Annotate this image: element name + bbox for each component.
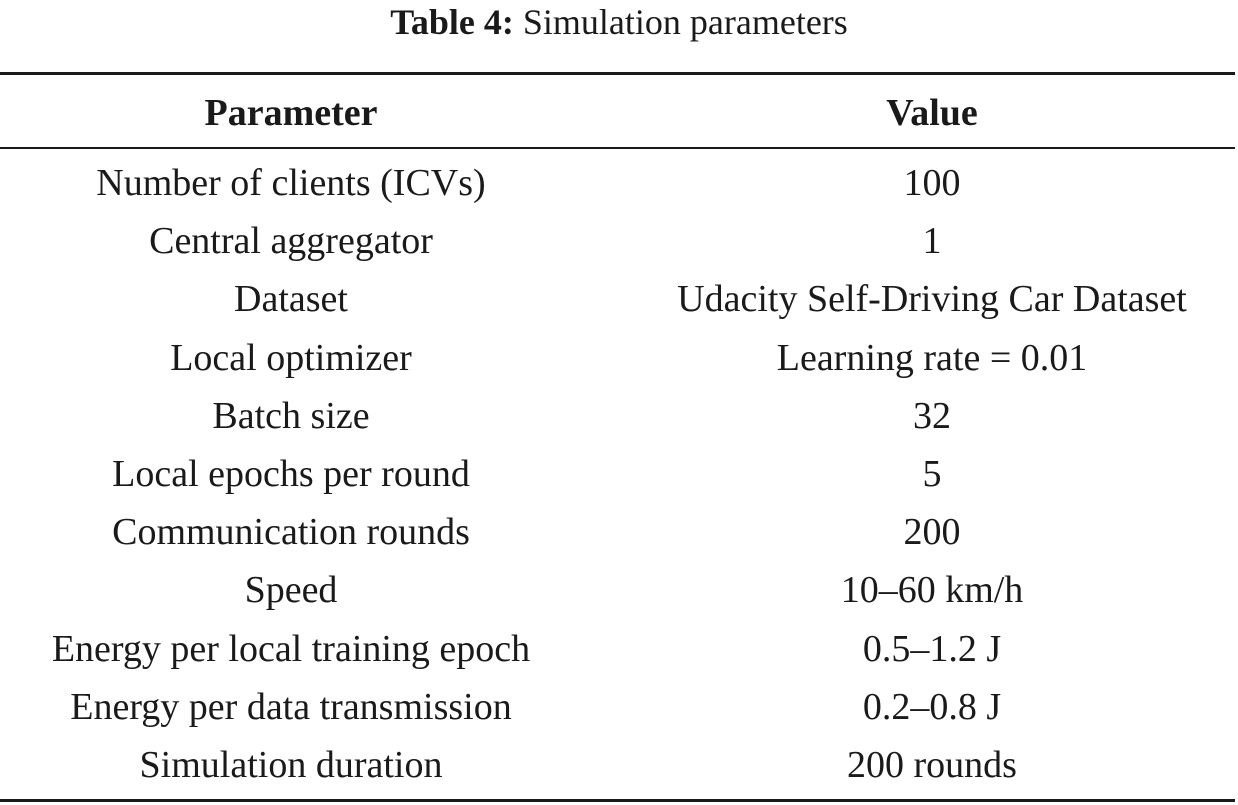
value-cell: 200 rounds bbox=[847, 743, 1017, 786]
table-row: Local epochs per round 5 bbox=[0, 449, 1238, 507]
parameter-cell: Number of clients (ICVs) bbox=[96, 162, 486, 204]
parameter-cell: Energy per local training epoch bbox=[51, 627, 531, 670]
header-parameter: Parameter bbox=[204, 92, 378, 134]
value-cell: 0.5–1.2 J bbox=[862, 627, 1002, 670]
table-caption: Table 4: Simulation parameters bbox=[0, 2, 1238, 42]
table-row: Central aggregator 1 bbox=[0, 216, 1238, 274]
bottom-rule bbox=[0, 799, 1235, 802]
value-cell: 200 bbox=[903, 511, 961, 554]
parameter-cell: Dataset bbox=[234, 278, 348, 321]
value-cell: 0.2–0.8 J bbox=[862, 685, 1002, 728]
value-cell: Udacity Self-Driving Car Dataset bbox=[677, 278, 1187, 321]
parameter-cell: Central aggregator bbox=[149, 220, 433, 263]
caption-text: Simulation parameters bbox=[522, 2, 848, 42]
parameter-cell: Simulation duration bbox=[139, 743, 443, 786]
parameter-cell: Batch size bbox=[212, 394, 370, 437]
value-cell: Learning rate = 0.01 bbox=[776, 336, 1088, 379]
table-row: Local optimizer Learning rate = 0.01 bbox=[0, 333, 1238, 391]
table-row: Number of clients (ICVs) 100 bbox=[0, 158, 1238, 216]
table-row: Dataset Udacity Self-Driving Car Dataset bbox=[0, 274, 1238, 332]
header-value: Value bbox=[886, 92, 978, 134]
table-body: Number of clients (ICVs) 100 Central agg… bbox=[0, 158, 1238, 798]
table-row: Batch size 32 bbox=[0, 391, 1238, 449]
value-cell: 1 bbox=[922, 220, 942, 263]
parameter-cell: Local epochs per round bbox=[112, 452, 470, 495]
table-row: Speed 10–60 km/h bbox=[0, 565, 1238, 623]
value-cell: 32 bbox=[913, 394, 951, 437]
parameter-cell: Speed bbox=[244, 569, 338, 612]
value-cell: 100 bbox=[903, 162, 961, 204]
parameter-cell: Communication rounds bbox=[112, 511, 470, 554]
table-row: Simulation duration 200 rounds bbox=[0, 740, 1238, 798]
table-row: Energy per local training epoch 0.5–1.2 … bbox=[0, 624, 1238, 682]
top-rule bbox=[0, 72, 1235, 75]
table-row: Energy per data transmission 0.2–0.8 J bbox=[0, 682, 1238, 740]
value-cell: 5 bbox=[922, 452, 942, 495]
header-rule bbox=[0, 147, 1235, 149]
caption-label: Table 4: bbox=[390, 2, 514, 42]
parameter-cell: Local optimizer bbox=[170, 336, 412, 379]
table-row: Communication rounds 200 bbox=[0, 507, 1238, 565]
value-cell: 10–60 km/h bbox=[840, 569, 1024, 612]
table-header-row: Parameter Value bbox=[0, 88, 1238, 138]
parameter-cell: Energy per data transmission bbox=[70, 685, 512, 728]
